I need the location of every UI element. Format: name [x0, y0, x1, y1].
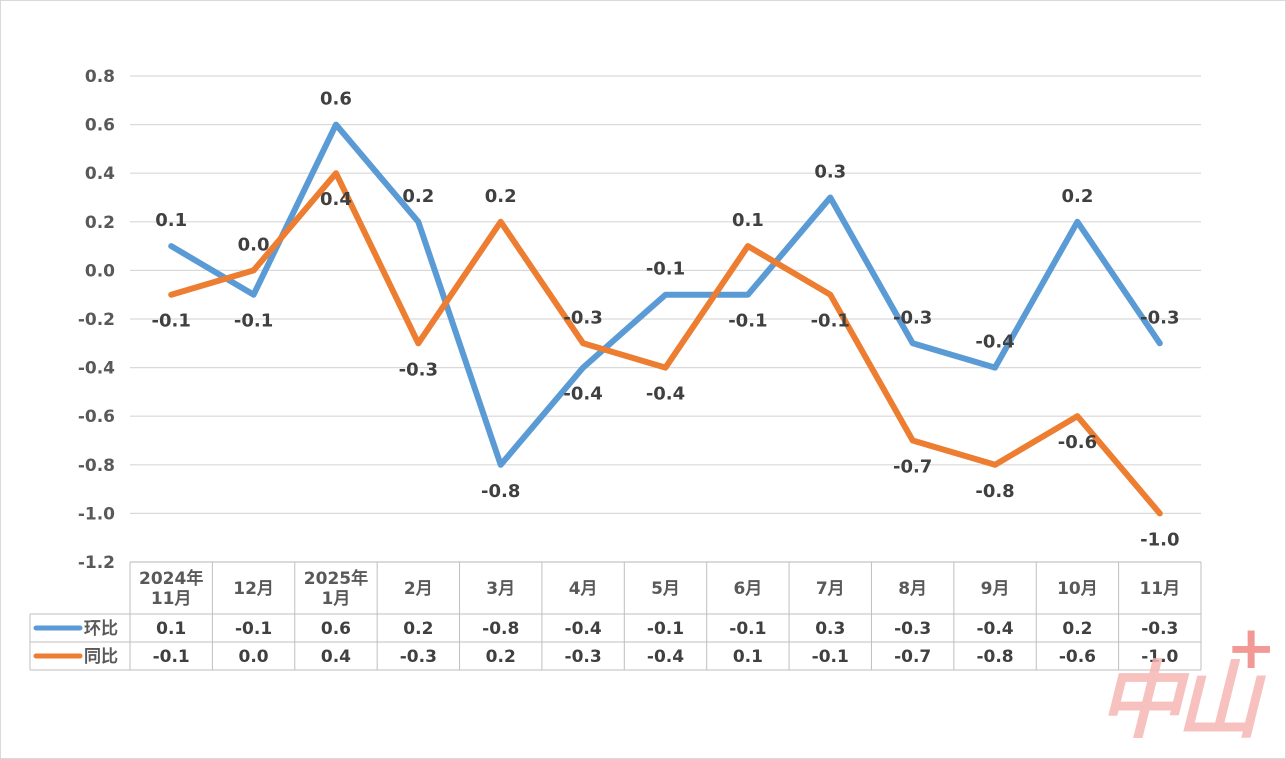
table-cell-value: -0.8: [482, 619, 519, 639]
table-cell-value: 0.4: [321, 647, 351, 667]
table-cell-value: 0.1: [733, 647, 763, 667]
table-cell-value: 0.0: [239, 647, 269, 667]
y-tick-label: -0.6: [78, 407, 115, 427]
data-label: -0.4: [646, 384, 685, 405]
data-label: -0.1: [728, 311, 767, 332]
table-cell-value: -0.8: [976, 647, 1013, 667]
legend-label: 环比: [84, 618, 118, 639]
data-label: 0.2: [485, 186, 517, 207]
watermark-text: 中山: [1098, 652, 1266, 750]
data-label: -0.4: [563, 384, 602, 405]
watermark-logo: 中山 +: [1098, 613, 1276, 750]
series-line-1: [168, 170, 1163, 517]
table-cell-value: -0.4: [647, 647, 684, 667]
x-tick-label: 1月: [322, 589, 351, 609]
x-tick-label: 2月: [404, 579, 433, 599]
table-cell-value: -0.4: [565, 619, 602, 639]
data-label: -0.1: [152, 311, 191, 332]
data-label: 0.0: [238, 234, 270, 255]
x-tick-label: 4月: [569, 579, 598, 599]
table-cell-value: -1.0: [1141, 647, 1178, 667]
table-cell-value: 0.6: [321, 619, 351, 639]
data-label: -0.1: [811, 311, 850, 332]
x-tick-label: 10月: [1057, 579, 1098, 599]
table-cell-value: -0.1: [729, 619, 766, 639]
data-label: -0.8: [975, 481, 1014, 502]
data-labels: 0.1 -0.1 0.6 0.2 -0.8 -0.4 -0.1 -0.1 0.3 -0.3 -0.4…: [152, 89, 1180, 551]
data-label: -0.3: [563, 307, 602, 328]
data-label: 0.2: [402, 186, 434, 207]
data-label: -0.6: [1058, 432, 1097, 453]
data-label: 0.1: [732, 210, 764, 231]
y-tick-label: 0.0: [85, 261, 115, 281]
data-label: 0.6: [320, 89, 352, 110]
data-label: -0.3: [1140, 307, 1179, 328]
series-line-0: [168, 121, 1163, 468]
x-tick-label: 12月: [233, 579, 274, 599]
x-tick-label: 2024年: [139, 568, 203, 589]
data-label: 0.3: [814, 162, 846, 183]
table-cell-value: -0.1: [647, 619, 684, 639]
series-lines: [168, 121, 1163, 517]
x-tick-label: 9月: [981, 579, 1010, 599]
table-cell-value: -0.7: [894, 647, 931, 667]
data-label: 0.1: [155, 210, 187, 231]
data-label: -0.3: [399, 359, 438, 380]
y-tick-label: -0.4: [78, 359, 115, 379]
data-label: -0.7: [893, 457, 932, 478]
x-tick-label: 2025年: [304, 568, 368, 589]
table-cell-value: -0.1: [812, 647, 849, 667]
y-tick-label: -0.8: [78, 456, 115, 476]
table-cell-value: 0.2: [486, 647, 516, 667]
y-tick-label: -1.0: [78, 504, 115, 524]
x-tick-label: 11月: [1139, 579, 1180, 599]
x-tick-label: 11月: [151, 589, 192, 609]
x-tick-label: 5月: [651, 579, 680, 599]
data-label: -0.8: [481, 481, 520, 502]
x-tick-label: 6月: [733, 579, 762, 599]
table-cell-value: 0.3: [815, 619, 845, 639]
y-tick-label: 0.2: [85, 213, 115, 233]
data-label: -0.1: [646, 259, 685, 280]
legend-label: 同比: [84, 646, 118, 667]
y-tick-label: -0.2: [78, 310, 115, 330]
table-cell-value: 0.1: [156, 619, 186, 639]
y-tick-label: 0.4: [85, 164, 115, 184]
data-label: 0.4: [320, 189, 352, 210]
y-tick-label: -1.2: [78, 553, 115, 573]
data-label: -1.0: [1140, 529, 1179, 550]
table-cell-value: -0.3: [894, 619, 931, 639]
y-axis-ticks: 0.8 0.6 0.4 0.2 0.0 -0.2 -0.4 -0.6 -0.8 -1.0 -1.2: [78, 67, 115, 573]
data-label: -0.1: [234, 311, 273, 332]
table-cell-value: -0.1: [153, 647, 190, 667]
x-tick-label: 8月: [898, 579, 927, 599]
table-cell-value: -0.3: [400, 647, 437, 667]
table-cell-value: -0.4: [976, 619, 1013, 639]
y-tick-label: 0.6: [85, 116, 115, 136]
data-label: -0.3: [893, 307, 932, 328]
data-label: 0.2: [1061, 186, 1093, 207]
table-cell-value: -0.1: [235, 619, 272, 639]
x-tick-label: 7月: [816, 579, 845, 599]
x-tick-label: 3月: [486, 579, 515, 599]
watermark-plus-icon: +: [1226, 613, 1276, 683]
table-cell-value: 0.2: [403, 619, 433, 639]
table-cell-value: -0.3: [1141, 619, 1178, 639]
data-label: -0.4: [975, 332, 1014, 353]
table-cell-value: -0.6: [1059, 647, 1096, 667]
y-tick-label: 0.8: [85, 67, 115, 87]
table-cell-value: -0.3: [565, 647, 602, 667]
table-cell-value: 0.2: [1062, 619, 1092, 639]
